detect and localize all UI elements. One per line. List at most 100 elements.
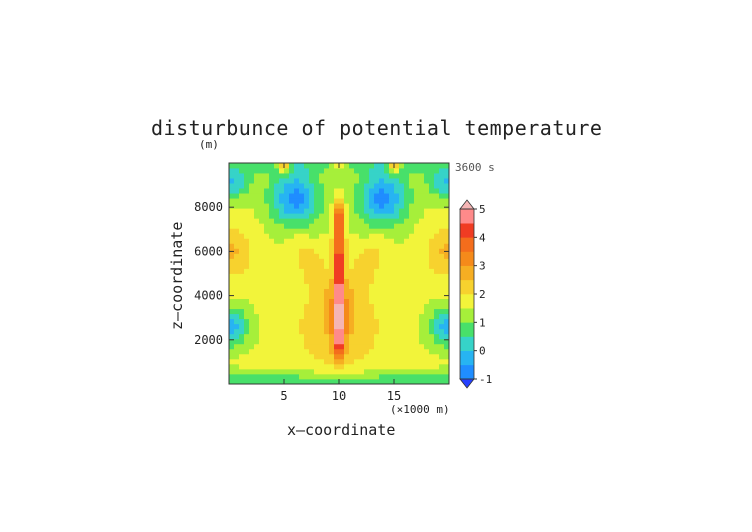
heatmap-cell — [259, 248, 265, 254]
heatmap-cell — [264, 178, 270, 184]
heatmap-cell — [379, 248, 385, 254]
heatmap-cell — [324, 348, 330, 355]
heatmap-cell — [364, 358, 370, 365]
heatmap-cell — [249, 328, 255, 335]
heatmap-cell — [279, 358, 285, 365]
heatmap-cell — [234, 368, 240, 375]
heatmap-cell — [369, 278, 375, 284]
heatmap-cell — [324, 308, 330, 315]
heatmap-cell — [404, 178, 410, 184]
heatmap-cell — [424, 248, 430, 254]
heatmap-cell — [284, 178, 290, 184]
heatmap-cell — [289, 218, 295, 224]
heatmap-cell — [279, 193, 285, 199]
heatmap-cell — [329, 298, 335, 305]
heatmap-cell — [349, 238, 355, 244]
heatmap-cell — [369, 318, 375, 325]
heatmap-cell — [349, 268, 355, 274]
heatmap-cell — [344, 233, 350, 239]
heatmap-cell — [329, 368, 335, 375]
heatmap-cell — [249, 293, 255, 300]
heatmap-cell — [424, 378, 430, 385]
heatmap-cell — [439, 273, 445, 279]
heatmap-cell — [394, 258, 400, 264]
heatmap-cell — [244, 193, 250, 199]
heatmap-cell — [349, 253, 355, 259]
heatmap-cell — [439, 318, 445, 325]
heatmap-cell — [354, 333, 360, 340]
heatmap-cell — [229, 288, 235, 294]
heatmap-cell — [354, 193, 360, 199]
heatmap-cell — [254, 173, 260, 179]
heatmap-cell — [419, 223, 425, 229]
heatmap-cell — [344, 248, 350, 254]
heatmap-cell — [364, 198, 370, 204]
heatmap-cell — [294, 333, 300, 340]
heatmap-cell — [289, 213, 295, 219]
heatmap-cell — [369, 273, 375, 279]
heatmap-cell — [354, 313, 360, 320]
heatmap-cell — [354, 288, 360, 294]
heatmap-cell — [274, 363, 280, 370]
heatmap-cell — [274, 343, 280, 350]
heatmap-cell — [249, 268, 255, 274]
heatmap-cell — [294, 248, 300, 254]
heatmap-cell — [289, 323, 295, 330]
heatmap-cell — [284, 173, 290, 179]
heatmap-cell — [434, 233, 440, 239]
heatmap-cell — [419, 313, 425, 320]
heatmap-cell — [394, 208, 400, 214]
heatmap-cell — [299, 193, 305, 199]
heatmap-cell — [304, 298, 310, 305]
heatmap-cell — [344, 183, 350, 189]
heatmap-cell — [444, 243, 450, 249]
heatmap-cell — [344, 168, 350, 174]
heatmap-cell — [349, 198, 355, 204]
heatmap-cell — [329, 213, 335, 219]
heatmap-cell — [364, 373, 370, 380]
heatmap-cell — [404, 193, 410, 199]
heatmap-cell — [419, 228, 425, 234]
heatmap-cell — [394, 323, 400, 330]
heatmap-cell — [414, 308, 420, 315]
heatmap-cell — [444, 268, 450, 274]
heatmap-cell — [439, 193, 445, 199]
heatmap-cell — [444, 168, 450, 174]
heatmap-cell — [394, 253, 400, 259]
heatmap-cell — [304, 323, 310, 330]
heatmap-cell — [329, 303, 335, 310]
heatmap-cell — [239, 373, 245, 380]
heatmap-cell — [354, 163, 360, 169]
heatmap-cell — [419, 358, 425, 365]
heatmap-cell — [289, 223, 295, 229]
heatmap-cell — [259, 198, 265, 204]
heatmap-cell — [274, 203, 280, 209]
heatmap-cell — [399, 258, 405, 264]
heatmap-cell — [314, 273, 320, 279]
heatmap-cell — [424, 358, 430, 365]
heatmap-cell — [259, 173, 265, 179]
heatmap-cell — [234, 268, 240, 274]
heatmap-cell — [229, 323, 235, 330]
heatmap-cell — [394, 343, 400, 350]
heatmap-cell — [374, 173, 380, 179]
heatmap-cell — [409, 208, 415, 214]
heatmap-cell — [324, 203, 330, 209]
heatmap-cell — [289, 368, 295, 375]
heatmap-cell — [379, 353, 385, 360]
heatmap-cell — [414, 163, 420, 169]
heatmap-cell — [389, 343, 395, 350]
heatmap-cell — [424, 233, 430, 239]
heatmap-cell — [314, 333, 320, 340]
heatmap-cell — [364, 328, 370, 335]
heatmap-cell — [324, 313, 330, 320]
heatmap-cell — [234, 343, 240, 350]
heatmap-cell — [394, 198, 400, 204]
heatmap-cell — [424, 313, 430, 320]
heatmap-cell — [394, 223, 400, 229]
heatmap-cell — [234, 303, 240, 310]
heatmap-cell — [419, 258, 425, 264]
heatmap-cell — [249, 308, 255, 315]
heatmap-cell — [309, 358, 315, 365]
heatmap-cell — [244, 328, 250, 335]
